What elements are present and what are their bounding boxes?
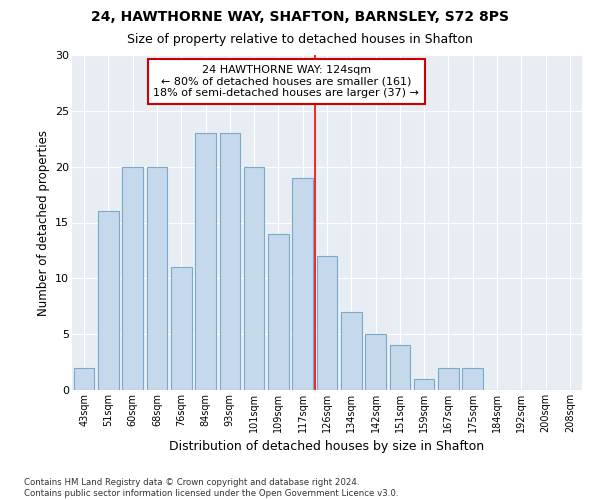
Bar: [389, 346, 410, 390]
Bar: [341, 312, 362, 390]
Bar: [463, 368, 483, 390]
Text: 24 HAWTHORNE WAY: 124sqm
← 80% of detached houses are smaller (161)
18% of semi-: 24 HAWTHORNE WAY: 124sqm ← 80% of detach…: [153, 65, 419, 98]
Bar: [171, 267, 191, 390]
Bar: [74, 368, 94, 390]
Text: Size of property relative to detached houses in Shafton: Size of property relative to detached ho…: [127, 32, 473, 46]
Bar: [244, 166, 265, 390]
X-axis label: Distribution of detached houses by size in Shafton: Distribution of detached houses by size …: [169, 440, 485, 454]
Text: Contains HM Land Registry data © Crown copyright and database right 2024.
Contai: Contains HM Land Registry data © Crown c…: [24, 478, 398, 498]
Bar: [122, 166, 143, 390]
Bar: [292, 178, 313, 390]
Bar: [317, 256, 337, 390]
Bar: [414, 379, 434, 390]
Bar: [146, 166, 167, 390]
Bar: [438, 368, 459, 390]
Text: 24, HAWTHORNE WAY, SHAFTON, BARNSLEY, S72 8PS: 24, HAWTHORNE WAY, SHAFTON, BARNSLEY, S7…: [91, 10, 509, 24]
Bar: [195, 133, 216, 390]
Bar: [220, 133, 240, 390]
Y-axis label: Number of detached properties: Number of detached properties: [37, 130, 50, 316]
Bar: [98, 212, 119, 390]
Bar: [365, 334, 386, 390]
Bar: [268, 234, 289, 390]
